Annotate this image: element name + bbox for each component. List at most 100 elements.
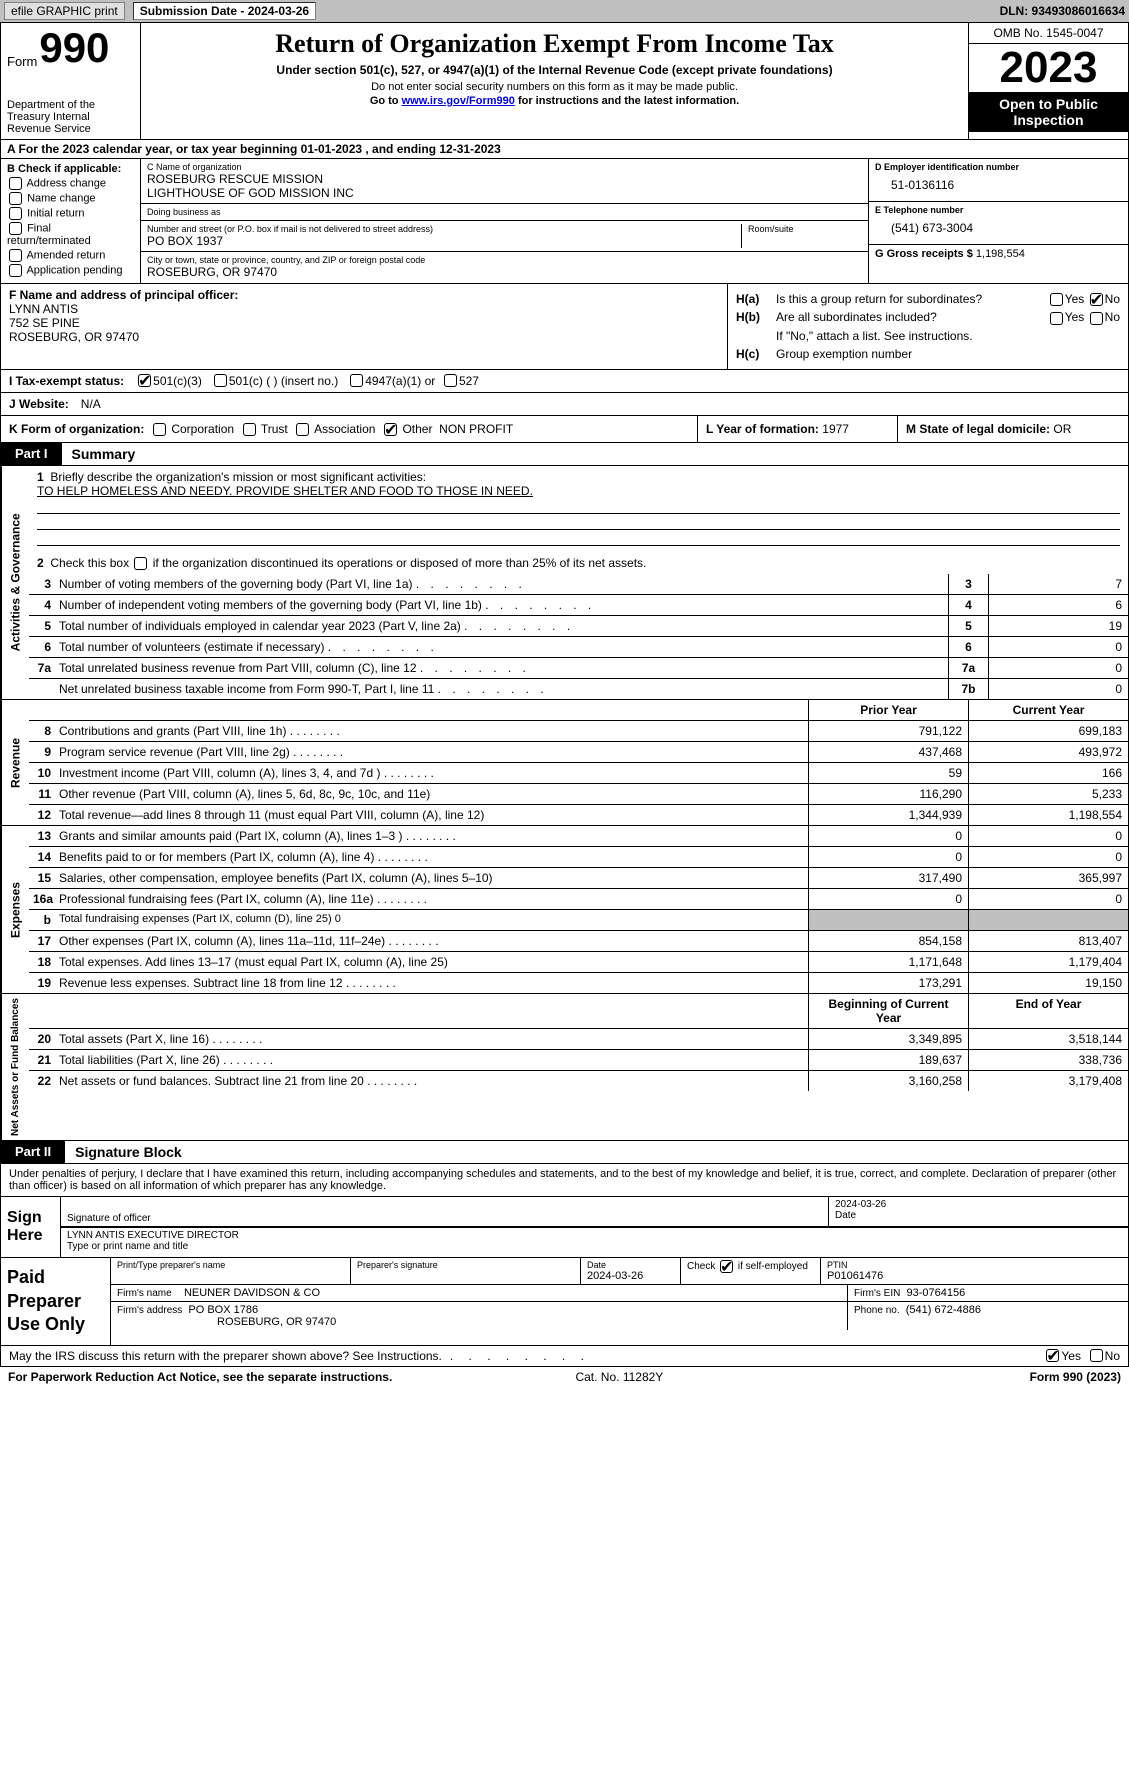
officer-addr1: 752 SE PINE <box>9 316 719 330</box>
line-4-value: 6 <box>988 595 1128 615</box>
line-15-prior: 317,490 <box>808 868 968 888</box>
chk-discontinued[interactable] <box>134 557 147 570</box>
line-20-boy: 3,349,895 <box>808 1029 968 1049</box>
page-footer: For Paperwork Reduction Act Notice, see … <box>0 1367 1129 1387</box>
line-16a-prior: 0 <box>808 889 968 909</box>
irs-link[interactable]: www.irs.gov/Form990 <box>402 95 515 107</box>
form-word: Form <box>7 54 37 69</box>
chk-self-employed[interactable] <box>720 1260 733 1273</box>
ha-no[interactable] <box>1090 293 1103 306</box>
line-3-value: 7 <box>988 574 1128 594</box>
line-14-curr: 0 <box>968 847 1128 867</box>
line-15-curr: 365,997 <box>968 868 1128 888</box>
line-13-prior: 0 <box>808 826 968 846</box>
line-14-prior: 0 <box>808 847 968 867</box>
sig-date-label: Date <box>835 1210 1122 1221</box>
preparer-date: 2024-03-26 <box>587 1270 674 1282</box>
line-12-prior: 1,344,939 <box>808 805 968 825</box>
ein-value: 51-0136116 <box>875 172 1122 198</box>
line-21-eoy: 338,736 <box>968 1050 1128 1070</box>
website-value: N/A <box>81 397 101 411</box>
officer-name-title: LYNN ANTIS EXECUTIVE DIRECTOR <box>67 1230 1122 1241</box>
line-18-curr: 1,179,404 <box>968 952 1128 972</box>
city-label: City or town, state or province, country… <box>147 255 862 265</box>
omb-number: OMB No. 1545-0047 <box>969 23 1128 44</box>
officer-label: F Name and address of principal officer: <box>9 288 719 302</box>
sign-here-block: Sign Here Signature of officer 2024-03-2… <box>0 1197 1129 1258</box>
line-10-prior: 59 <box>808 763 968 783</box>
chk-501c3[interactable] <box>138 374 151 387</box>
street-value: PO BOX 1937 <box>147 234 741 248</box>
hb-no[interactable] <box>1090 312 1103 325</box>
mission-value: TO HELP HOMELESS AND NEEDY. PROVIDE SHEL… <box>37 484 1120 498</box>
chk-name-change[interactable] <box>9 192 22 205</box>
dept-treasury: Department of the Treasury Internal Reve… <box>7 99 134 135</box>
website-row: J Website: N/A <box>0 393 1129 416</box>
chk-address-change[interactable] <box>9 177 22 190</box>
discuss-yes[interactable] <box>1046 1349 1059 1362</box>
line-9-curr: 493,972 <box>968 742 1128 762</box>
tax-year: 2023 <box>969 44 1128 92</box>
line-17-curr: 813,407 <box>968 931 1128 951</box>
dba-label: Doing business as <box>147 207 862 217</box>
tab-revenue: Revenue <box>1 700 29 825</box>
paid-preparer-block: Paid Preparer Use Only Print/Type prepar… <box>0 1258 1129 1345</box>
firm-addr2: ROSEBURG, OR 97470 <box>117 1316 841 1328</box>
room-label: Room/suite <box>748 224 862 234</box>
footer-right: Form 990 (2023) <box>1030 1370 1121 1384</box>
chk-4947[interactable] <box>350 374 363 387</box>
chk-501c[interactable] <box>214 374 227 387</box>
discuss-row: May the IRS discuss this return with the… <box>0 1346 1129 1367</box>
city-value: ROSEBURG, OR 97470 <box>147 265 862 279</box>
chk-application-pending[interactable] <box>9 264 22 277</box>
line-11-prior: 116,290 <box>808 784 968 804</box>
hb-note: If "No," attach a list. See instructions… <box>776 329 1120 343</box>
firm-phone: (541) 672-4886 <box>906 1304 981 1316</box>
chk-trust[interactable] <box>243 423 256 436</box>
line-16b-curr-shaded <box>968 910 1128 930</box>
line-11-curr: 5,233 <box>968 784 1128 804</box>
org-name-label: C Name of organization <box>147 162 862 172</box>
col-b-header: B Check if applicable: <box>7 163 134 175</box>
chk-527[interactable] <box>444 374 457 387</box>
chk-association[interactable] <box>296 423 309 436</box>
street-label: Number and street (or P.O. box if mail i… <box>147 224 741 234</box>
line-8-prior: 791,122 <box>808 721 968 741</box>
part-1-header: Part I Summary <box>0 443 1129 466</box>
efile-top-bar: efile GRAPHIC print Submission Date - 20… <box>0 0 1129 23</box>
line-9-prior: 437,468 <box>808 742 968 762</box>
line-22-boy: 3,160,258 <box>808 1071 968 1091</box>
efile-print-label: efile GRAPHIC print <box>4 2 125 20</box>
dln: DLN: 93493086016634 <box>1000 4 1125 18</box>
tab-net-assets: Net Assets or Fund Balances <box>1 994 29 1140</box>
state-domicile: OR <box>1053 422 1071 436</box>
hb-yes[interactable] <box>1050 312 1063 325</box>
line-16b-prior-shaded <box>808 910 968 930</box>
activities-governance-block: Activities & Governance 1 Briefly descri… <box>0 466 1129 700</box>
chk-final-return[interactable] <box>9 222 22 235</box>
sig-date-value: 2024-03-26 <box>835 1199 1122 1210</box>
tel-label: E Telephone number <box>875 205 1122 215</box>
year-formation: 1977 <box>822 422 849 436</box>
line-17-prior: 854,158 <box>808 931 968 951</box>
row-a-tax-year: A For the 2023 calendar year, or tax yea… <box>0 140 1129 159</box>
discuss-no[interactable] <box>1090 1349 1103 1362</box>
org-form-row: K Form of organization: Corporation Trus… <box>0 416 1129 443</box>
chk-corporation[interactable] <box>153 423 166 436</box>
ha-yes[interactable] <box>1050 293 1063 306</box>
chk-initial-return[interactable] <box>9 207 22 220</box>
tel-value: (541) 673-3004 <box>875 215 1122 241</box>
ein-label: D Employer identification number <box>875 162 1122 172</box>
line-8-curr: 699,183 <box>968 721 1128 741</box>
chk-amended-return[interactable] <box>9 249 22 262</box>
form-number: 990 <box>39 27 109 69</box>
firm-ein: 93-0764156 <box>906 1287 965 1299</box>
hb-text: Are all subordinates included? <box>776 310 1048 324</box>
sig-officer-label: Signature of officer <box>67 1213 822 1224</box>
chk-other-org[interactable] <box>384 423 397 436</box>
org-name-2: LIGHTHOUSE OF GOD MISSION INC <box>147 186 862 200</box>
net-assets-block: Net Assets or Fund Balances Beginning of… <box>0 994 1129 1141</box>
public-inspection: Open to Public Inspection <box>969 92 1128 132</box>
mission-label: Briefly describe the organization's miss… <box>50 470 426 484</box>
line-20-eoy: 3,518,144 <box>968 1029 1128 1049</box>
